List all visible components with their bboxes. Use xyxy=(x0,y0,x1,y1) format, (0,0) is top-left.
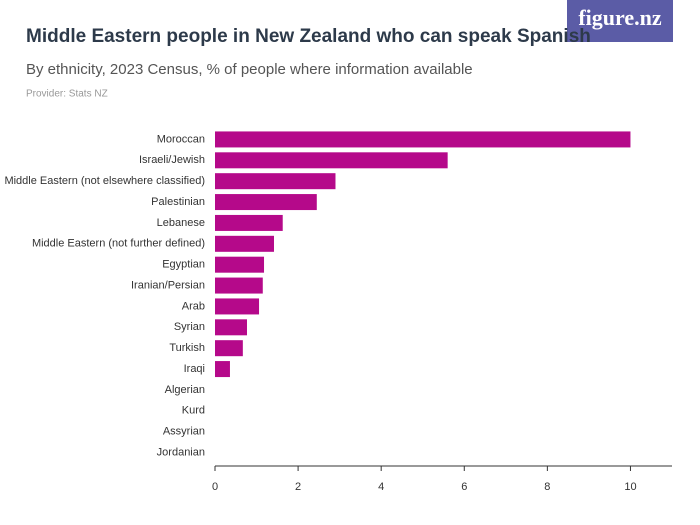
y-tick-label: Assyrian xyxy=(163,426,205,438)
x-tick-label: 4 xyxy=(378,481,384,493)
chart-title: Middle Eastern people in New Zealand who… xyxy=(26,26,591,47)
y-tick-label: Moroccan xyxy=(157,133,205,145)
y-tick-label: Iranian/Persian xyxy=(131,279,205,291)
x-tick-label: 6 xyxy=(461,481,467,493)
chart-subtitle: By ethnicity, 2023 Census, % of people w… xyxy=(26,61,473,78)
bar xyxy=(215,277,263,294)
provider: Provider: Stats NZ xyxy=(26,89,108,100)
y-tick-label: Syrian xyxy=(174,321,205,333)
x-tick-label: 2 xyxy=(295,481,301,493)
bar xyxy=(215,173,336,190)
bar xyxy=(215,361,230,378)
bar xyxy=(215,319,247,336)
y-tick-label: Israeli/Jewish xyxy=(139,154,205,166)
y-tick-label: Palestinian xyxy=(151,196,205,208)
x-tick-label: 8 xyxy=(544,481,550,493)
bar xyxy=(215,256,265,273)
x-tick-label: 10 xyxy=(624,481,636,493)
bar xyxy=(215,214,283,231)
bar xyxy=(215,235,274,252)
bar xyxy=(215,152,448,169)
y-tick-label: Middle Eastern (not further defined) xyxy=(32,238,205,250)
y-tick-label: Egyptian xyxy=(162,259,205,271)
y-tick-label: Iraqi xyxy=(184,363,205,375)
bar xyxy=(215,131,631,148)
y-tick-label: Kurd xyxy=(182,405,205,417)
bar xyxy=(215,298,260,315)
y-tick-label: Jordanian xyxy=(157,446,205,458)
y-tick-label: Arab xyxy=(182,300,205,312)
x-tick-label: 0 xyxy=(212,481,218,493)
y-tick-label: Algerian xyxy=(165,384,205,396)
y-tick-label: Turkish xyxy=(169,342,205,354)
logo: figure.nz xyxy=(578,5,662,30)
y-tick-label: Middle Eastern (not elsewhere classified… xyxy=(4,175,205,187)
bar xyxy=(215,340,243,357)
bar xyxy=(215,194,317,211)
y-tick-label: Lebanese xyxy=(157,217,205,229)
logo-box xyxy=(567,0,673,42)
